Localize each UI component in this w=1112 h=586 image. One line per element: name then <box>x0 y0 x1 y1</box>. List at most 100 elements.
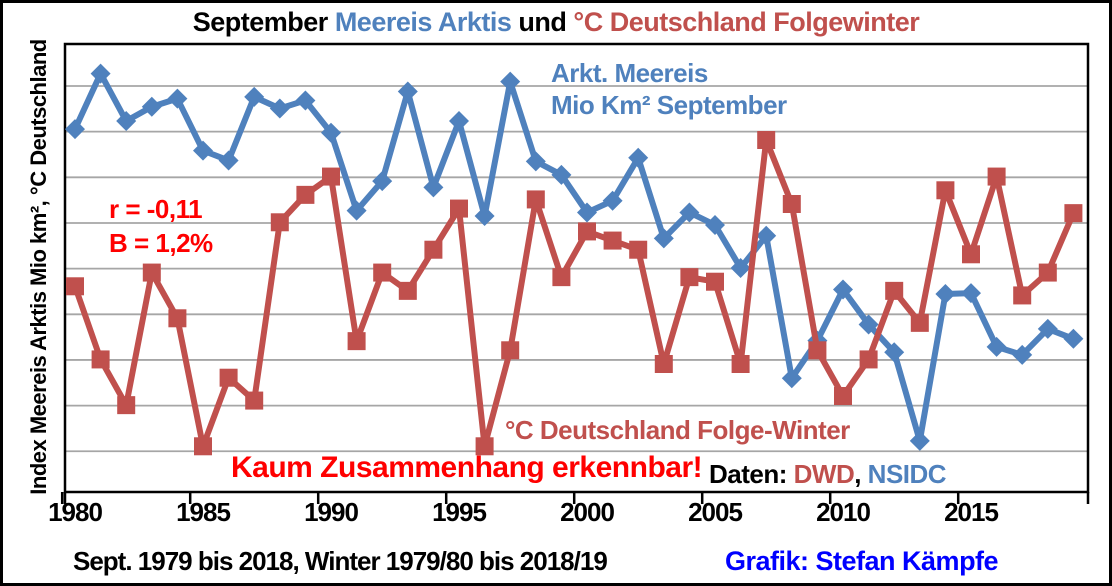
data-source-line: Daten: DWD, NSIDC <box>709 459 947 490</box>
data-point-diamond <box>321 122 341 143</box>
data-point-square <box>578 222 596 241</box>
title-part-meereis-arktis: Meereis Arktis <box>334 7 519 37</box>
data-point-square <box>680 268 699 287</box>
data-point-square <box>475 437 494 456</box>
data-point-square <box>91 350 110 369</box>
title-part-folgewinter: °C Deutschland Folgewinter <box>573 7 920 37</box>
data-point-square <box>168 309 187 328</box>
data-point-square <box>398 281 417 300</box>
data-point-square <box>1013 286 1032 305</box>
data-point-square <box>347 332 366 351</box>
data-point-square <box>424 240 443 259</box>
data-point-square <box>962 245 980 264</box>
x-tick-label: 1980 <box>48 497 103 527</box>
series-line-square <box>72 137 1077 450</box>
ice-series-label-line2: Mio Km² September <box>551 90 787 120</box>
data-point-square <box>373 263 392 282</box>
data-point-diamond <box>90 63 111 84</box>
data-point-square <box>117 396 136 415</box>
data-point-diamond <box>986 336 1007 357</box>
data-point-square <box>296 185 315 204</box>
y-axis-label: Index Meereis Arktis Mio km², °C Deutsch… <box>26 39 51 495</box>
data-point-square <box>501 341 520 360</box>
x-tick-label: 2015 <box>944 497 999 527</box>
data-point-diamond <box>218 150 239 171</box>
data-point-diamond <box>116 111 137 132</box>
correlation-b-value: B = 1,2% <box>109 228 213 258</box>
data-point-square <box>834 387 852 405</box>
data-point-diamond <box>474 206 495 227</box>
data-point-diamond <box>525 151 546 172</box>
data-point-diamond <box>730 258 751 278</box>
data-point-diamond <box>679 202 700 223</box>
data-point-square <box>782 195 801 213</box>
source-prefix: Daten: <box>709 459 794 489</box>
data-point-square <box>194 437 212 456</box>
title-part-september: September <box>192 7 335 37</box>
data-point-diamond <box>884 342 905 363</box>
data-point-square <box>142 263 161 282</box>
data-point-square <box>936 181 955 200</box>
data-point-square <box>910 313 929 332</box>
data-point-diamond <box>705 214 725 235</box>
data-point-square <box>603 231 622 250</box>
data-point-diamond <box>781 368 802 389</box>
data-point-square <box>1038 263 1057 282</box>
data-point-diamond <box>1063 328 1084 349</box>
data-point-diamond <box>628 147 649 168</box>
conclusion-text: Kaum Zusammenhang erkennbar! <box>231 451 703 484</box>
chart-plot-area <box>60 42 1090 504</box>
data-point-diamond <box>141 96 162 117</box>
source-dwd: DWD <box>793 459 855 489</box>
data-point-diamond <box>295 90 316 111</box>
series-line-diamond <box>72 70 1077 444</box>
x-tick-label: 2010 <box>816 497 871 527</box>
data-point-diamond <box>551 164 572 185</box>
data-point-diamond <box>756 225 777 246</box>
data-point-diamond <box>1037 318 1058 339</box>
correlation-r-value: r = -0,11 <box>109 194 203 224</box>
x-tick-label: 2005 <box>688 497 743 527</box>
data-point-diamond <box>397 81 418 102</box>
data-point-square <box>66 277 84 296</box>
data-point-diamond <box>269 98 290 119</box>
data-point-diamond <box>577 202 597 223</box>
data-point-diamond <box>935 283 956 304</box>
x-tick-label: 2000 <box>560 497 615 527</box>
data-point-square <box>885 281 904 300</box>
data-point-diamond <box>1012 344 1033 365</box>
data-point-square <box>706 272 724 291</box>
data-point-diamond <box>653 228 674 249</box>
data-point-diamond <box>244 86 265 107</box>
data-point-square <box>731 355 750 373</box>
data-point-square <box>526 190 545 209</box>
data-point-diamond <box>602 190 623 211</box>
data-point-diamond <box>167 88 188 109</box>
data-point-square <box>1064 204 1083 223</box>
data-point-square <box>450 199 468 218</box>
footer-caption: Sept. 1979 bis 2018, Winter 1979/80 bis … <box>73 546 608 576</box>
x-tick-label: 1985 <box>176 497 231 527</box>
data-point-diamond <box>65 119 85 140</box>
data-point-square <box>654 355 673 373</box>
data-point-diamond <box>833 279 853 300</box>
data-point-diamond <box>858 314 879 335</box>
data-point-square <box>629 240 648 259</box>
data-point-diamond <box>372 171 393 192</box>
source-nsidc: NSIDC <box>867 459 947 489</box>
data-point-square <box>859 350 878 369</box>
data-point-diamond <box>961 283 981 304</box>
data-point-square <box>322 167 340 186</box>
chart-title: September Meereis Arktis und °C Deutschl… <box>3 7 1109 38</box>
data-point-square <box>270 213 289 232</box>
data-point-square <box>808 341 827 360</box>
data-point-diamond <box>449 111 469 132</box>
data-point-diamond <box>423 177 444 198</box>
data-point-square <box>552 268 571 287</box>
data-point-square <box>245 391 264 410</box>
x-tick-label: 1995 <box>432 497 487 527</box>
data-point-square <box>757 131 776 149</box>
x-tick-label: 1990 <box>304 497 359 527</box>
data-point-square <box>987 167 1006 186</box>
